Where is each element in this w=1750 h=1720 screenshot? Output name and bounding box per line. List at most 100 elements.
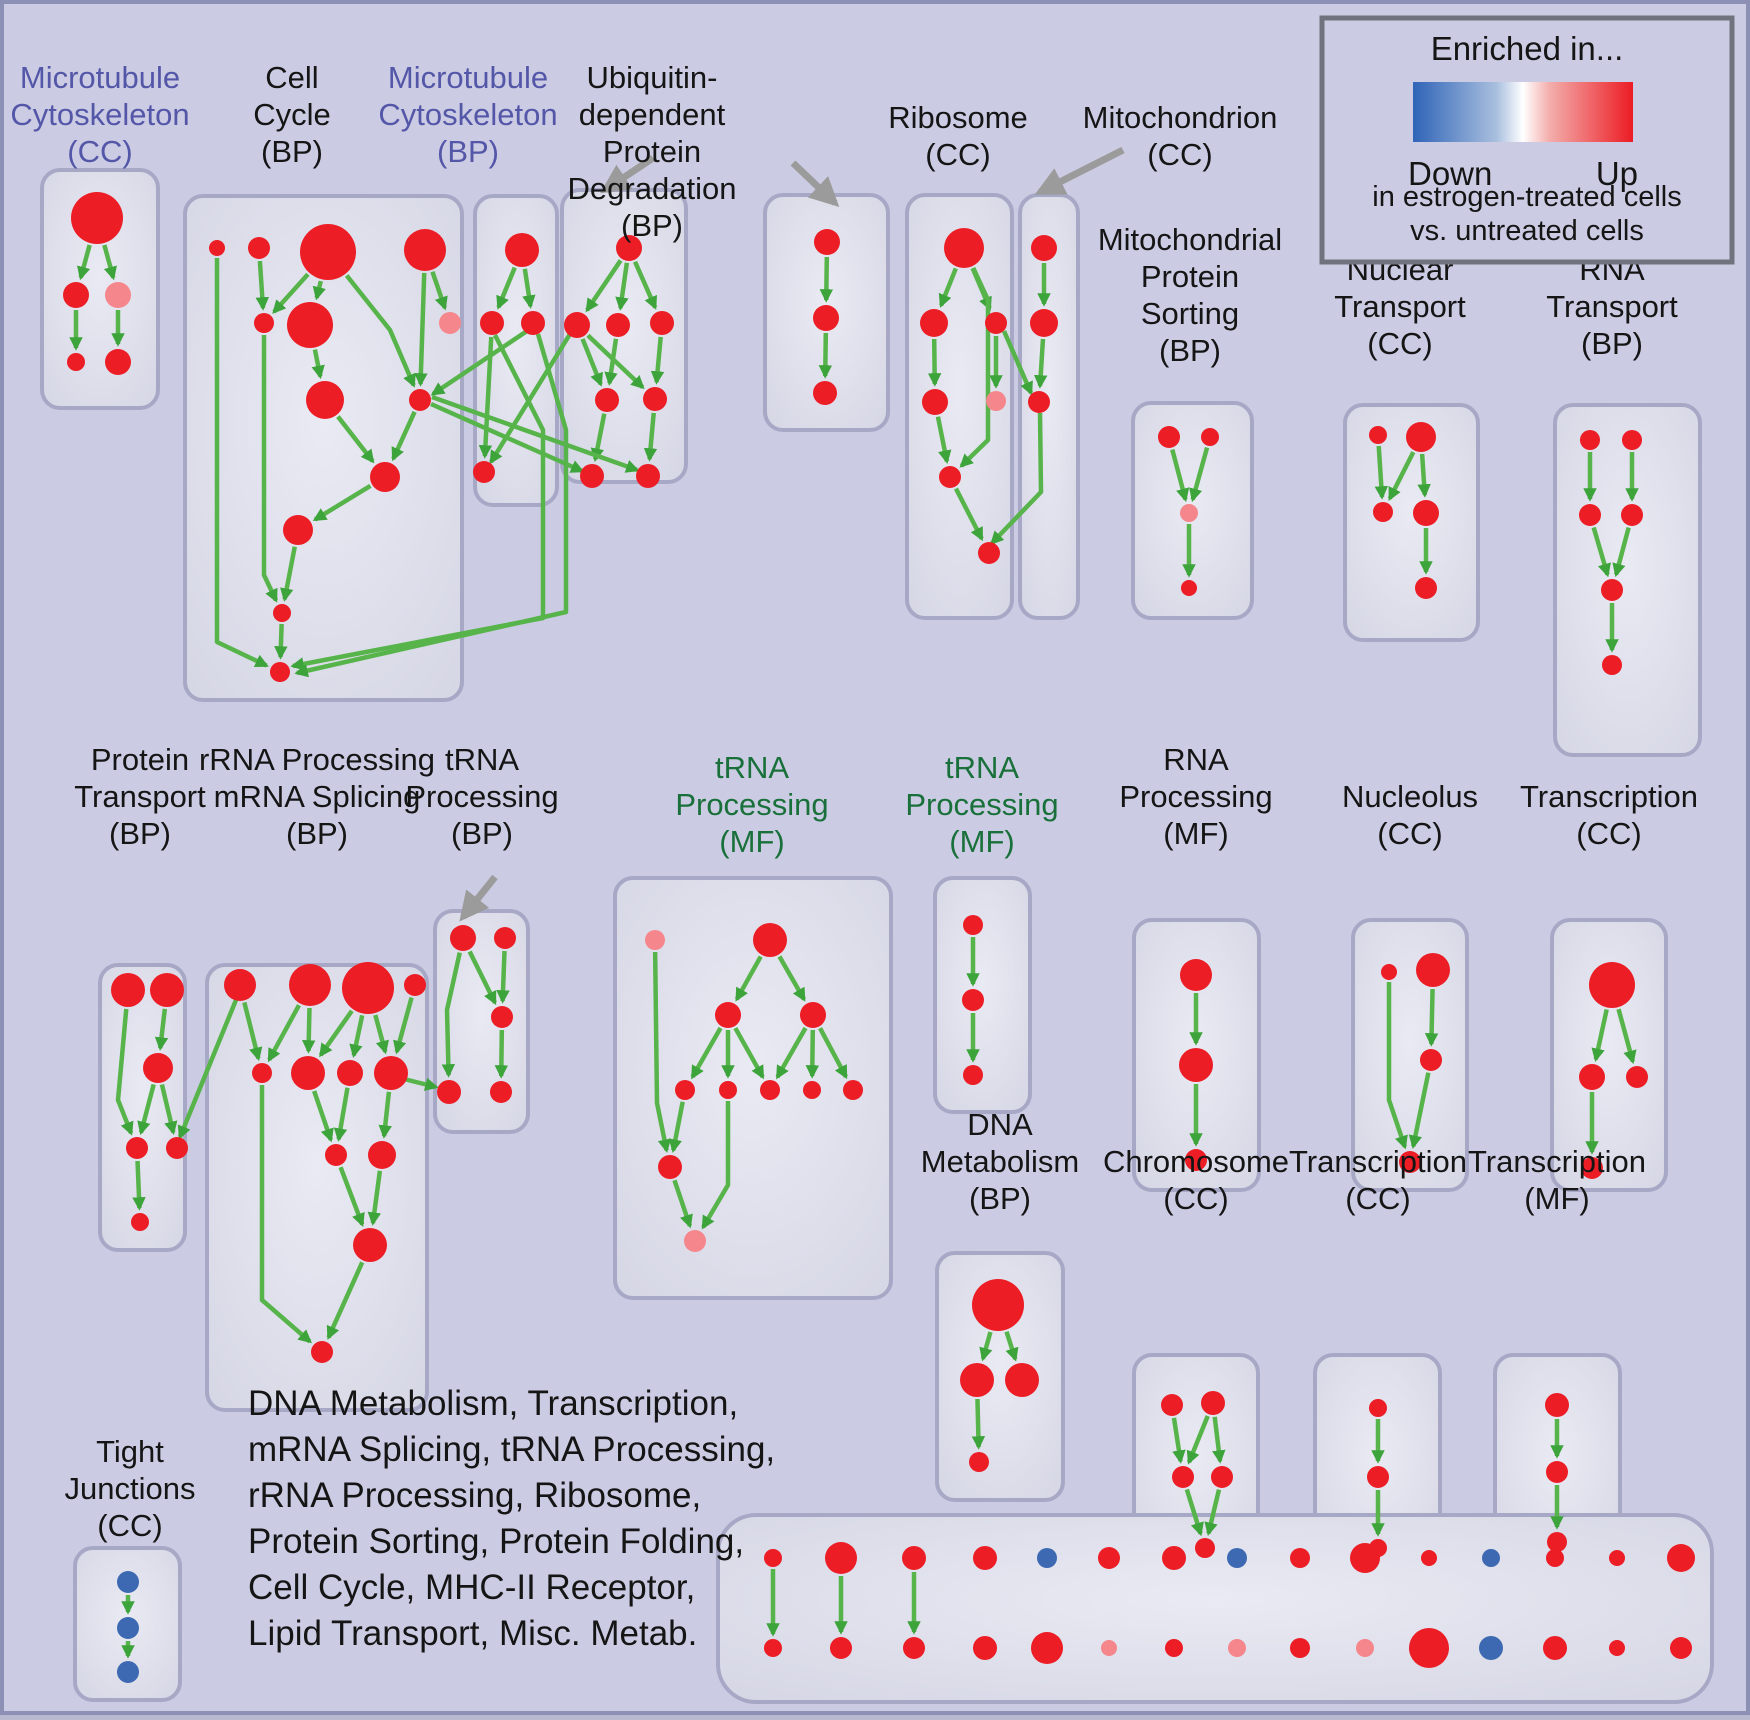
cluster-label-rna-transport-line1: Transport: [1546, 289, 1678, 324]
legend-up-label: Up: [1596, 155, 1638, 192]
misc-terms-note-line5: Lipid Transport, Misc. Metab.: [248, 1614, 697, 1653]
go-term-node-nucleolus-cc-2: [1420, 1049, 1442, 1071]
go-term-node-rna-processing-mf-0: [1180, 959, 1212, 991]
edge-trna-processing-mf-large: [805, 1029, 820, 1079]
edge-chromosome-cc: [1212, 1416, 1226, 1464]
cluster-label-transcription-cc1-line0: Transcription: [1520, 779, 1698, 814]
go-term-node-rrna-processing-mrna-splicing-bp-9: [368, 1141, 396, 1169]
misc-terms-note-line1: mRNA Splicing, tRNA Processing,: [248, 1430, 775, 1469]
go-term-node-protein-transport-bp-5: [131, 1213, 149, 1231]
edge-trna-processing-mf-large: [818, 1027, 848, 1080]
go-term-node-ubiquitin-degradation-a-4: [595, 388, 619, 412]
cluster-label-transcription-mf-line1: (MF): [1524, 1181, 1589, 1216]
go-term-node-trna-processing-mf-small-2: [963, 1065, 983, 1085]
go-term-node-rna-transport-bp-1: [1622, 430, 1642, 450]
edge-ubiquitin-degradation-a: [580, 338, 603, 387]
go-term-node-trna-processing-mf-small-1: [962, 989, 984, 1011]
cluster-label-trna-mf-1-line0: tRNA: [715, 750, 789, 785]
edge-cell-cycle-bp: [261, 335, 279, 603]
edge-mitochondrial-protein-sorting-bp: [1189, 447, 1210, 503]
edge-rrna-processing-mrna-splicing-bp: [312, 1090, 334, 1143]
go-term-node-transcription-cc-bottom-0: [1369, 1399, 1387, 1417]
cluster-label-mc-bp-line2: (BP): [437, 134, 499, 169]
go-term-node-rrna-processing-mrna-splicing-bp-4: [252, 1063, 272, 1083]
go-term-node-cell-cycle-bp-12: [270, 662, 290, 682]
go-term-node-rrna-processing-mrna-splicing-bp-3: [404, 974, 426, 996]
edge-cell-cycle-bp: [391, 410, 417, 462]
edge-rrna-processing-mrna-splicing-bp: [242, 1001, 263, 1062]
edge-rrna-processing-mrna-splicing-bp: [367, 1170, 383, 1226]
go-term-node-transcription-cc-mid-3: [1581, 1157, 1603, 1179]
edge-ribosome-cc: [938, 267, 958, 308]
edge-cell-cycle-bp: [272, 272, 310, 314]
cluster-label-rna-processing-line1: Processing: [1119, 779, 1272, 814]
go-term-node-chromosome-cc-4: [1195, 1538, 1215, 1558]
go-term-node-cell-cycle-bp-6: [439, 312, 461, 334]
edge-trna-processing-bp: [494, 1029, 509, 1079]
go-term-node-nuclear-transport-cc-0: [1369, 426, 1387, 444]
go-term-node-trna-processing-mf-large-10: [684, 1230, 706, 1252]
go-term-node-nucleolus-cc-3: [1399, 1151, 1421, 1173]
edge-ribosome-cc: [927, 338, 942, 387]
edge-ubiquitin-degradation-a: [643, 412, 658, 462]
legend-subtitle-2: vs. untreated cells: [1410, 215, 1644, 247]
edge-dna-metabolism-bp: [979, 1331, 993, 1362]
edge-trna-processing-mf-large: [652, 951, 672, 1153]
edge-ribosome-cc: [959, 267, 991, 468]
go-term-node-misc-terms-15: [764, 1639, 782, 1657]
cluster-label-cell-cycle-line0: Cell: [265, 60, 318, 95]
go-term-node-microtubule-cytoskeleton-cc-2: [105, 282, 131, 308]
cluster-label-chromosome-line0: Chromosome: [1103, 1144, 1289, 1179]
go-term-node-chromosome-cc-0: [1161, 1394, 1183, 1416]
cluster-label-mito-sorting-line1: Protein: [1141, 259, 1239, 294]
go-term-node-nuclear-transport-cc-4: [1415, 577, 1437, 599]
edge-rrna-processing-mrna-splicing-bp: [259, 1085, 312, 1344]
legend-subtitle-1: in estrogen-treated cells: [1372, 181, 1682, 213]
edge-trna-processing-mf-large: [775, 1026, 808, 1080]
edge-dna-metabolism-bp: [971, 1398, 986, 1450]
go-term-node-rrna-processing-mrna-splicing-bp-1: [289, 964, 331, 1006]
edge-ubiquitin-degradation-a: [590, 413, 607, 462]
go-term-node-trna-processing-mf-large-4: [675, 1080, 695, 1100]
edge-rna-transport-bp: [1591, 526, 1611, 578]
edge-trna-processing-mf-large: [690, 1026, 723, 1080]
cluster-label-ribosome-line0: Ribosome: [888, 100, 1028, 135]
go-term-node-misc-terms-7: [1227, 1548, 1247, 1568]
cluster-label-trna-mf-2-line2: (MF): [949, 824, 1014, 859]
go-term-node-mitochondrial-protein-sorting-bp-1: [1201, 428, 1219, 446]
cluster-label-dna-metabolism-line2: (BP): [969, 1181, 1031, 1216]
go-term-node-protein-transport-bp-1: [150, 973, 184, 1007]
pointer-arrow-mitochondrion-arrow: [1034, 146, 1125, 196]
go-term-node-protein-transport-bp-2: [143, 1053, 173, 1083]
go-term-node-ribosome-cc-3: [922, 389, 948, 415]
go-term-node-misc-terms-2: [902, 1546, 926, 1570]
go-term-node-mitochondrion-cc-2: [1028, 391, 1050, 413]
go-term-node-mitochondrial-protein-sorting-bp-2: [1180, 504, 1198, 522]
go-term-node-misc-terms-28: [1609, 1640, 1625, 1656]
cross-edge-mcbp-long-to-cellcycle-1: [290, 333, 546, 671]
edge-chromosome-cc: [1171, 1417, 1186, 1464]
go-term-node-transcription-cc-mid-0: [1589, 962, 1635, 1008]
go-term-node-cell-cycle-bp-1: [248, 237, 270, 259]
go-term-node-microtubule-cytoskeleton-cc-1: [63, 282, 89, 308]
cluster-label-cell-cycle-line2: (BP): [261, 134, 323, 169]
go-term-node-dna-metabolism-bp-1: [960, 1363, 994, 1397]
cluster-label-tight-junctions-line1: Junctions: [65, 1471, 196, 1506]
go-term-node-cell-cycle-bp-3: [404, 229, 446, 271]
edge-ubiquitin-degradation-a: [585, 259, 623, 313]
edge-rrna-processing-mrna-splicing-bp: [378, 1091, 392, 1139]
go-term-node-rna-processing-mf-2: [1185, 1149, 1207, 1171]
go-term-node-misc-terms-5: [1098, 1547, 1120, 1569]
cluster-label-mc-bp-line0: Microtubule: [388, 60, 548, 95]
cluster-label-ubiquitin-line1: dependent: [579, 97, 726, 132]
go-term-node-cell-cycle-bp-0: [209, 240, 225, 256]
edge-ubiquitin-degradation-b: [819, 256, 834, 303]
go-term-node-ribosome-cc-6: [978, 542, 1000, 564]
go-term-node-microtubule-cytoskeleton-bp-0: [505, 233, 539, 267]
edge-ubiquitin-degradation-a: [615, 262, 630, 311]
go-term-node-nuclear-transport-cc-3: [1413, 500, 1439, 526]
cluster-label-ubiquitin-line0: Ubiquitin-: [587, 60, 718, 95]
